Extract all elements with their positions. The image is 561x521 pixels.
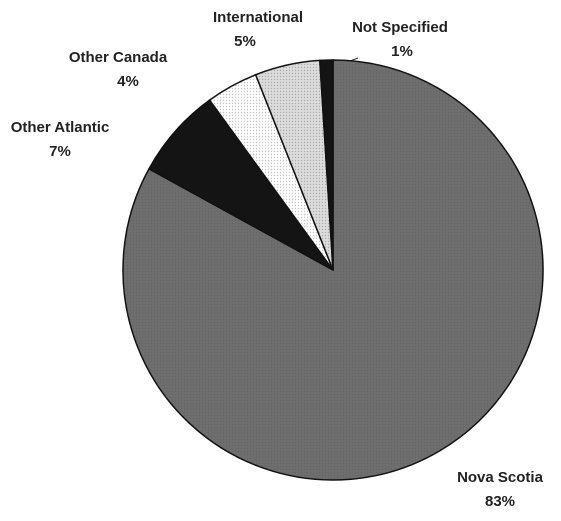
slice-value-label: 5% xyxy=(234,33,256,50)
slice-value-label: 4% xyxy=(117,73,139,90)
slice-value-label: 7% xyxy=(49,143,71,160)
slice-value-label: 1% xyxy=(391,43,413,60)
slice-label: International xyxy=(213,9,303,26)
slice-label: Other Atlantic xyxy=(11,119,110,136)
slice-label: Other Canada xyxy=(69,49,168,66)
slice-label: Not Specified xyxy=(352,19,448,36)
slice-label: Nova Scotia xyxy=(457,469,544,486)
slice-value-label: 83% xyxy=(485,493,515,510)
pie-slice xyxy=(319,59,334,271)
